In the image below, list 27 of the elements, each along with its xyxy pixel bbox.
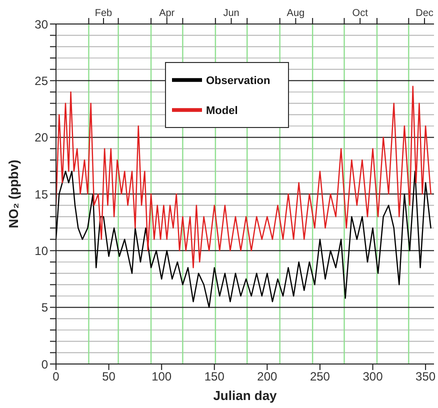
x2-tick-label: Feb xyxy=(94,8,113,19)
line-series xyxy=(56,170,432,308)
x-axis-title: Julian day xyxy=(213,388,278,403)
x-tick-label: 100 xyxy=(152,370,172,384)
x2-tick-label: Aug xyxy=(286,8,305,19)
x-tick-label: 200 xyxy=(257,370,278,384)
x-tick-label: 50 xyxy=(102,370,116,384)
y-tick-label: 20 xyxy=(34,130,48,145)
legend-label: Observation xyxy=(206,75,270,88)
y-tick-label: 10 xyxy=(34,244,48,258)
y-tick-label: 5 xyxy=(41,300,48,315)
legend-label: Model xyxy=(206,105,238,118)
x-tick-label: 250 xyxy=(310,370,330,384)
x2-tick-label: Oct xyxy=(352,8,368,19)
line-series xyxy=(56,86,432,268)
x-tick-label: 350 xyxy=(416,370,436,384)
x2-tick-label: Dec xyxy=(416,8,434,19)
y-tick-label: 25 xyxy=(34,74,48,88)
x-tick-label: 150 xyxy=(204,370,225,384)
x-tick-label: 300 xyxy=(362,370,384,384)
x2-tick-label: Jun xyxy=(223,8,240,19)
y-tick-label: 30 xyxy=(34,17,48,32)
y-tick-label: 15 xyxy=(34,187,48,202)
y-tick-label: 0 xyxy=(41,357,48,372)
x2-tick-label: Apr xyxy=(159,8,176,19)
x-tick-label: 0 xyxy=(52,370,60,384)
y-axis-title: NO₂ (ppbv) xyxy=(6,160,21,228)
